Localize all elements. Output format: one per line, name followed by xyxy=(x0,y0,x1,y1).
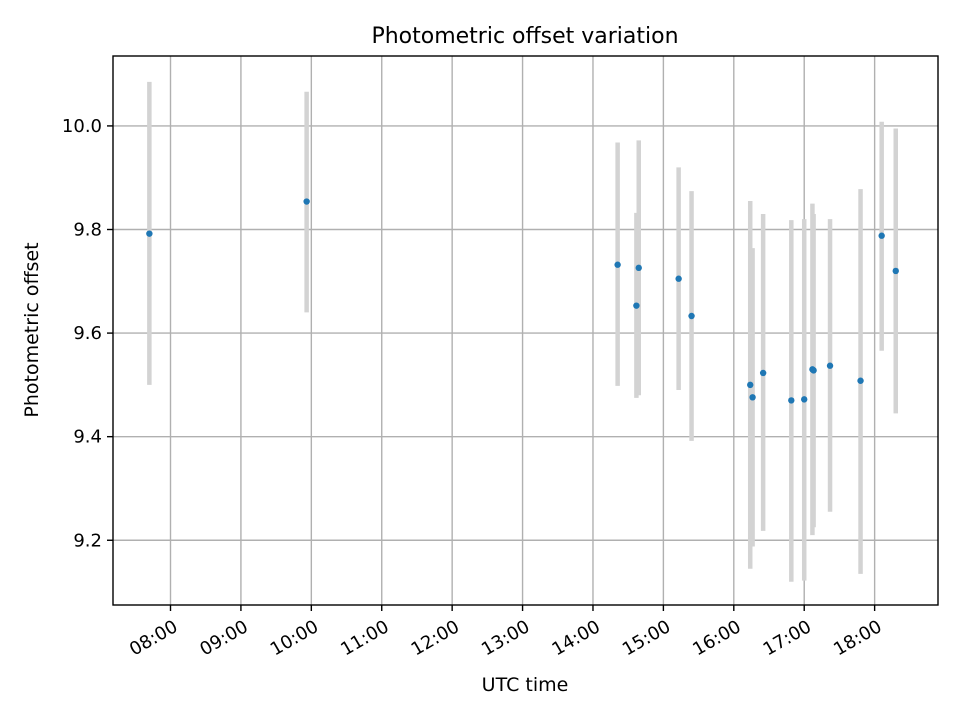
x-tick-label: 10:00 xyxy=(267,616,322,660)
data-point xyxy=(788,397,795,404)
x-tick-label: 18:00 xyxy=(830,616,885,660)
data-point xyxy=(892,267,899,275)
x-tick-label: 09:00 xyxy=(196,616,251,660)
y-tick-label: 9.8 xyxy=(73,220,102,241)
data-point xyxy=(878,232,885,239)
data-point xyxy=(826,362,834,369)
data-point xyxy=(303,198,310,205)
data-point xyxy=(633,302,640,309)
data-point xyxy=(810,367,817,374)
y-tick-label: 10.0 xyxy=(62,116,102,137)
y-tick-label: 9.2 xyxy=(73,530,102,551)
data-point xyxy=(146,230,153,237)
x-tick-label: 11:00 xyxy=(337,616,392,660)
x-tick-label: 08:00 xyxy=(126,616,181,660)
x-tick-label: 12:00 xyxy=(408,616,463,660)
y-tick-label: 9.4 xyxy=(73,427,102,448)
data-point xyxy=(749,394,756,401)
y-tick-label: 9.6 xyxy=(73,323,102,344)
chart-title: Photometric offset variation xyxy=(371,24,678,49)
x-tick-label: 14:00 xyxy=(548,616,603,660)
data-point xyxy=(801,396,808,403)
grid-layer xyxy=(113,56,938,605)
data-point xyxy=(675,275,682,282)
x-tick-label: 17:00 xyxy=(760,616,815,660)
x-tick-label: 16:00 xyxy=(689,616,744,660)
data-point xyxy=(688,312,695,320)
data-point xyxy=(635,264,642,272)
x-tick-label: 15:00 xyxy=(619,616,674,660)
data-point-layer xyxy=(146,198,899,404)
data-point xyxy=(759,369,767,377)
data-point xyxy=(857,377,864,384)
data-point xyxy=(747,381,754,389)
data-point xyxy=(614,261,621,268)
y-axis-label: Photometric offset xyxy=(21,242,43,417)
x-axis-label: UTC time xyxy=(482,674,569,696)
plot-frame xyxy=(112,55,939,606)
x-tick-label: 13:00 xyxy=(478,616,533,660)
